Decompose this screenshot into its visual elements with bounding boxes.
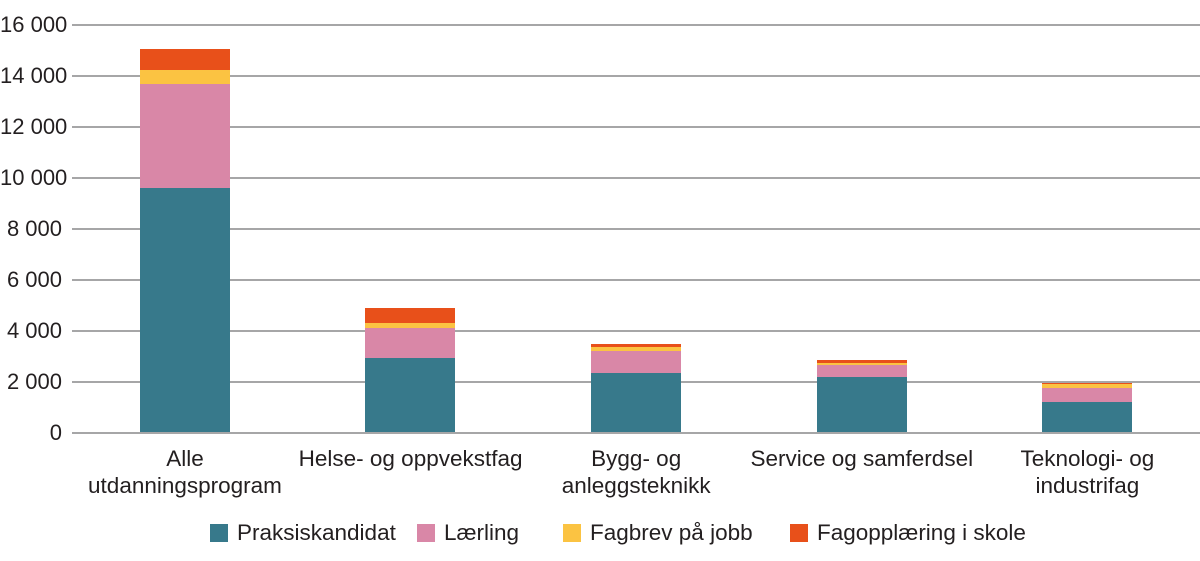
bar-segment-l-rling (816, 364, 907, 377)
gridline (72, 75, 1200, 77)
legend-item-fagbrev-p-jobb: Fagbrev på jobb (563, 520, 753, 545)
bar-segment-fagoppl-ring-i-skole (816, 360, 907, 363)
x-axis-category-label-line: Teknologi- og (1020, 446, 1155, 471)
legend-label: Praksiskandidat (237, 520, 396, 545)
gridline (72, 126, 1200, 128)
x-axis-category-label: Service og samferdsel (749, 445, 975, 472)
x-axis-category-label-line: industrifag (1035, 473, 1140, 498)
bar-service-og-samferdsel (816, 360, 907, 433)
x-axis-category-label: Teknologi- og industrifag (974, 445, 1200, 499)
bar-segment-praksiskandidat (365, 357, 456, 433)
y-axis-tick-label: 6 000 (6, 267, 62, 292)
legend-color-swatch (210, 524, 228, 542)
bar-segment-l-rling (1042, 388, 1133, 403)
gridline (72, 330, 1200, 332)
bar-bygg-og-anleggsteknikk (591, 343, 681, 433)
x-axis-category-label: Bygg- og anleggsteknikk (523, 445, 749, 499)
y-axis-tick-label: 10 000 (0, 165, 68, 190)
bar-segment-l-rling (365, 327, 456, 358)
bar-segment-fagoppl-ring-i-skole (591, 343, 681, 347)
bar-segment-praksiskandidat (591, 373, 681, 433)
legend-label: Fagbrev på jobb (590, 520, 753, 545)
legend-item-praksiskandidat: Praksiskandidat (210, 520, 396, 545)
gridline (72, 24, 1200, 26)
x-axis-category-label: Helse- og oppvekstfag (298, 445, 524, 472)
bar-teknologi-og-industrifag (1042, 382, 1133, 433)
legend-color-swatch (790, 524, 808, 542)
bar-segment-fagbrev-p-jobb (365, 323, 456, 328)
x-axis-baseline (72, 432, 1200, 434)
y-axis-tick-label: 14 000 (0, 63, 68, 88)
y-axis-tick-label: 0 (49, 420, 62, 445)
bar-segment-fagbrev-p-jobb (816, 362, 907, 365)
bar-segment-praksiskandidat (816, 376, 907, 433)
x-axis-category-label-line: anleggsteknikk (561, 473, 711, 498)
gridline (72, 177, 1200, 179)
bar-segment-l-rling (139, 83, 230, 189)
bar-segment-fagoppl-ring-i-skole (1042, 382, 1133, 385)
y-axis-tick-label: 12 000 (0, 114, 68, 139)
bar-segment-praksiskandidat (1042, 402, 1133, 433)
legend-label: Lærling (444, 520, 520, 545)
bar-segment-fagbrev-p-jobb (1042, 384, 1133, 389)
bar-alle-utdanningsprogram (139, 49, 230, 433)
x-axis-category-label-line: Service og samferdsel (750, 446, 974, 471)
y-axis-tick-label: 4 000 (6, 318, 62, 343)
bar-segment-praksiskandidat (139, 188, 230, 433)
bar-helse-og-oppvekstfag (365, 308, 456, 433)
x-axis-category-label-line: utdanningsprogram (88, 473, 282, 498)
y-axis-tick-label: 8 000 (6, 216, 62, 241)
bar-segment-fagbrev-p-jobb (139, 69, 230, 84)
plot-area (72, 24, 1200, 434)
legend-label: Fagopplæring i skole (817, 520, 1026, 545)
x-axis-category-label-line: Bygg- og (591, 446, 682, 471)
x-axis-category-label: Alle utdanningsprogram (72, 445, 298, 499)
bar-segment-l-rling (591, 350, 681, 374)
legend-item-l-rling: Lærling (417, 520, 520, 545)
legend-item-fagoppl-ring-i-skole: Fagopplæring i skole (790, 520, 1026, 545)
legend-color-swatch (417, 524, 435, 542)
y-axis-tick-label: 2 000 (6, 369, 62, 394)
bar-segment-fagbrev-p-jobb (591, 346, 681, 351)
bar-segment-fagoppl-ring-i-skole (139, 49, 230, 70)
bar-segment-fagoppl-ring-i-skole (365, 308, 456, 324)
x-axis-category-label-line: Alle (166, 446, 204, 471)
chart-legend: Praksiskandidat Lærling Fagbrev på jobb Fag… (0, 520, 1200, 546)
y-axis-tick-label: 16 000 (0, 12, 68, 37)
x-axis-category-label-line: Helse- og oppvekstfag (298, 446, 523, 471)
legend-color-swatch (563, 524, 581, 542)
gridline (72, 279, 1200, 281)
gridline (72, 228, 1200, 230)
